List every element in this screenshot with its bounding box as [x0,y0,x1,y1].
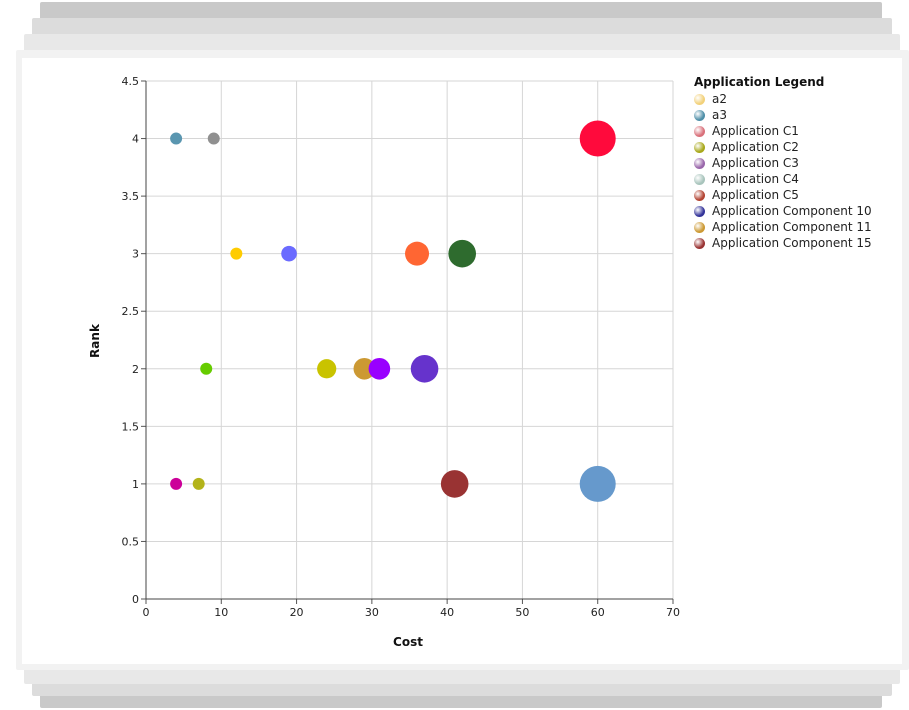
bubble-point [200,362,213,375]
y-tick-label: 0.5 [122,535,140,548]
legend-swatch-icon [694,125,705,137]
legend-items: a2 a3 Application C1 Application C2 Applicat… [694,91,872,251]
bubble-point [448,239,477,268]
legend-item-label: a2 [712,92,727,106]
y-tick-label: 3 [132,248,139,261]
bubble-point [579,465,616,502]
legend-swatch-icon [694,189,705,201]
bubble-point [440,470,469,498]
bubble-point [368,357,391,380]
y-tick-label: 2.5 [122,305,140,318]
legend-item-label: a3 [712,108,727,122]
y-tick-label: 0 [132,593,139,606]
x-tick-label: 70 [666,606,680,619]
bubble-point [230,247,243,260]
legend: Application Legend a2 a3 Application C1 App… [694,75,872,251]
bubble-point [353,357,376,380]
legend-swatch-icon [694,221,705,233]
legend-item-label: Application C5 [712,188,799,202]
legend-item-label: Application C1 [712,124,799,138]
bubble-point [170,477,183,490]
bubbles [170,120,616,502]
x-tick-label: 30 [365,606,379,619]
legend-item: Application Component 11 [694,219,872,235]
legend-item-label: Application C3 [712,156,799,170]
bubble-point [405,241,430,266]
legend-swatch-icon [694,237,705,249]
x-tick-label: 20 [290,606,304,619]
y-tick-label: 4.5 [122,75,140,88]
y-tick-labels: 0 0.5 1 1.5 2 2.5 3 3.5 4 4.5 [122,75,140,606]
legend-item: a2 [694,91,872,107]
bubble-point [207,132,220,145]
legend-swatch-icon [694,109,705,121]
x-tick-label: 40 [440,606,454,619]
bubble-point [170,132,183,145]
y-tick-label: 3.5 [122,190,140,203]
legend-item: Application Component 15 [694,235,872,251]
legend-item: a3 [694,107,872,123]
bubble-point [281,245,297,262]
bubble-point [579,120,616,157]
legend-item: Application C5 [694,187,872,203]
legend-title: Application Legend [694,75,825,89]
bubble-point [192,477,205,490]
x-tick-label: 60 [591,606,605,619]
legend-item-label: Application Component 11 [712,220,872,234]
bubble-point [317,359,337,379]
legend-swatch-icon [694,205,705,217]
legend-item: Application C4 [694,171,872,187]
legend-item-label: Application C2 [712,140,799,154]
legend-item: Application C2 [694,139,872,155]
legend-swatch-icon [694,157,705,169]
bubble-point [410,354,439,383]
y-axis-title: Rank [88,323,102,358]
x-tick-labels: 0 10 20 30 40 50 60 70 [143,606,681,619]
x-tick-label: 0 [143,606,150,619]
y-tick-label: 4 [132,133,139,146]
y-tick-label: 1 [132,478,139,491]
legend-item-label: Application C4 [712,172,799,186]
grid-lines [146,80,674,599]
legend-item: Application Component 10 [694,203,872,219]
y-tick-label: 2 [132,363,139,376]
legend-swatch-icon [694,93,705,105]
legend-item: Application C3 [694,155,872,171]
legend-item: Application C1 [694,123,872,139]
legend-swatch-icon [694,173,705,185]
chart-panel [22,58,902,664]
x-tick-label: 10 [214,606,228,619]
legend-swatch-icon [694,141,705,153]
legend-item-label: Application Component 10 [712,204,872,218]
legend-item-label: Application Component 15 [712,236,872,250]
axes [141,80,674,604]
x-tick-label: 50 [515,606,529,619]
y-tick-label: 1.5 [122,420,140,433]
x-axis-title: Cost [393,635,423,649]
